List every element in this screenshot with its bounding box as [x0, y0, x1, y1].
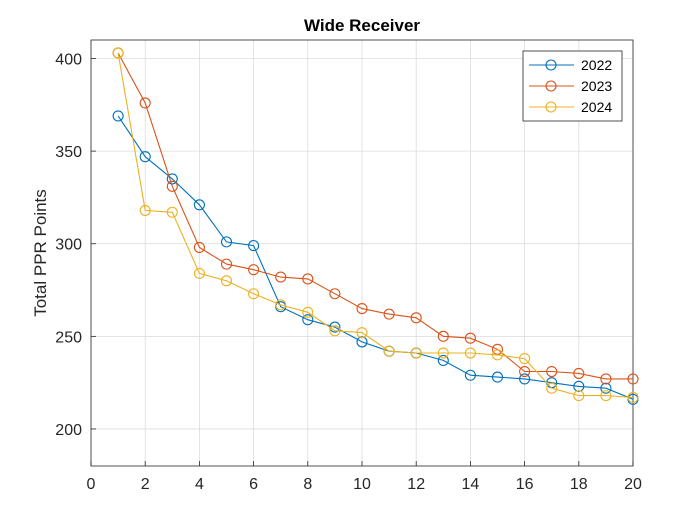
data-point [491, 343, 504, 355]
data-point [410, 347, 422, 359]
series-2024 [112, 47, 639, 404]
data-point [139, 151, 151, 163]
y-tick-label: 350 [55, 144, 82, 161]
data-point [220, 275, 233, 287]
x-tick-label: 14 [462, 476, 480, 493]
data-point [491, 371, 504, 383]
data-point [546, 365, 558, 378]
series-lines [112, 47, 639, 405]
data-point [383, 308, 395, 320]
data-point [627, 373, 639, 385]
data-point [166, 206, 178, 218]
legend-item-2023: 2023 [529, 78, 612, 94]
data-point [139, 204, 151, 216]
data-point [410, 312, 422, 324]
data-point [166, 180, 178, 192]
data-point [437, 354, 449, 366]
data-point [600, 382, 612, 394]
x-tick-label: 6 [249, 476, 258, 493]
data-point [464, 347, 476, 359]
y-tick-label: 250 [55, 329, 82, 346]
series-2023 [112, 47, 639, 385]
legend-swatch-marker [545, 59, 557, 71]
x-tick-label: 20 [624, 476, 642, 493]
data-point [356, 303, 368, 315]
data-point [627, 391, 639, 404]
data-point [573, 380, 585, 392]
legend-label: 2024 [581, 99, 612, 115]
data-point [220, 236, 233, 248]
legend-swatch-marker [545, 80, 557, 92]
x-tick-label: 4 [195, 476, 204, 493]
data-point [248, 264, 260, 276]
data-point [248, 288, 260, 300]
data-point [112, 47, 124, 59]
data-point [248, 240, 260, 252]
data-point [329, 288, 341, 300]
data-point [166, 173, 178, 185]
x-tick-label: 0 [87, 476, 96, 493]
data-point [220, 258, 233, 270]
data-point [356, 336, 368, 348]
data-point [519, 373, 531, 385]
x-tick-label: 12 [407, 476, 425, 493]
x-tick-label: 10 [353, 476, 371, 493]
legend-item-2022: 2022 [529, 57, 612, 73]
data-point [437, 330, 449, 342]
data-point [329, 325, 341, 337]
data-point [193, 199, 205, 211]
data-point [464, 369, 476, 381]
data-point [356, 327, 368, 339]
data-point [573, 390, 585, 402]
y-axis-label: Total PPR Points [31, 189, 50, 317]
x-tick-label: 2 [141, 476, 150, 493]
x-tick-label: 18 [570, 476, 588, 493]
data-point [275, 271, 287, 283]
data-point [546, 382, 558, 394]
data-point [275, 299, 287, 311]
chart-title: Wide Receiver [304, 16, 420, 35]
legend-label: 2022 [581, 57, 612, 73]
y-tick-label: 300 [55, 237, 82, 254]
data-point [437, 347, 449, 359]
x-tick-label: 16 [516, 476, 534, 493]
legend-item-2024: 2024 [529, 99, 612, 115]
data-point [139, 97, 151, 109]
x-tick-label: 8 [303, 476, 312, 493]
legend-label: 2023 [581, 78, 612, 94]
data-point [519, 353, 531, 365]
y-tick-label: 200 [55, 422, 82, 439]
data-point [573, 367, 585, 379]
legend-swatch-marker [545, 101, 557, 113]
legend: 2022 2023 2024 [522, 50, 623, 122]
data-point [302, 273, 314, 285]
data-point [600, 390, 612, 402]
axis-ticks: 0 2 4 6 8 10 12 14 16 18 20 200 250 300 350 400 [55, 52, 642, 493]
data-point [193, 267, 205, 279]
data-point [193, 241, 205, 253]
data-point [302, 314, 314, 326]
data-point [112, 110, 124, 122]
data-point [519, 365, 531, 378]
y-tick-label: 400 [55, 52, 82, 69]
data-point [491, 349, 504, 361]
data-point [464, 332, 476, 344]
data-point [600, 373, 612, 385]
data-point [383, 345, 395, 357]
data-point [302, 306, 314, 318]
